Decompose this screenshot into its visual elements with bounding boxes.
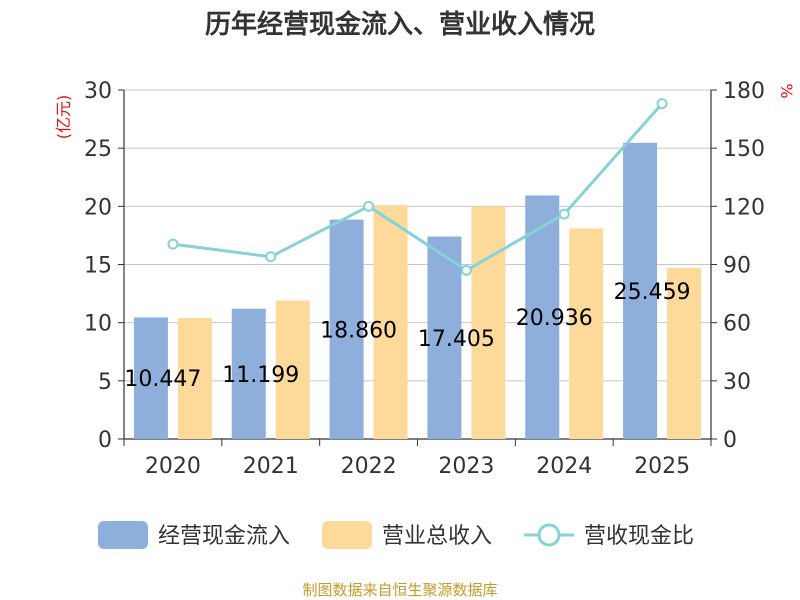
- left-axis-unit: (亿元): [54, 95, 73, 140]
- x-tick-label: 2024: [536, 454, 592, 479]
- ratio-point: [167, 238, 179, 250]
- bar-data-label: 11.199: [222, 363, 299, 388]
- bar: [275, 300, 310, 439]
- bar: [667, 267, 702, 439]
- legend-swatch: [322, 521, 372, 549]
- ratio-line-path: [172, 102, 664, 273]
- bar: [329, 219, 364, 439]
- x-tick-label: 2020: [145, 454, 201, 479]
- left-tick-label: 30: [84, 79, 112, 104]
- data-labels: 10.447 11.199 18.860 17.405 20.936 25.459: [124, 280, 690, 392]
- legend-label: 经营现金流入: [158, 524, 290, 549]
- ratio-point: [656, 98, 668, 110]
- legend-swatch: [98, 521, 148, 549]
- x-tick-label: 2025: [634, 454, 690, 479]
- right-tick-label: 30: [723, 370, 751, 395]
- x-tick-label: 2021: [243, 454, 299, 479]
- bar: [177, 318, 212, 439]
- right-tick-label: 60: [723, 312, 751, 337]
- legend-marker: [537, 523, 561, 547]
- right-tick-label: 0: [723, 428, 737, 453]
- bar: [133, 317, 168, 439]
- x-tick-label: 2023: [438, 454, 494, 479]
- bar: [373, 205, 408, 439]
- bar-data-label: 25.459: [614, 280, 691, 305]
- legend-label: 营业总收入: [382, 524, 492, 549]
- bar-data-label: 17.405: [418, 327, 495, 352]
- ratio-point: [558, 208, 570, 220]
- bar: [231, 308, 266, 439]
- bar: [471, 206, 506, 439]
- bar-data-label: 10.447: [124, 367, 201, 392]
- left-tick-label: 0: [98, 428, 112, 453]
- bar-data-label: 20.936: [516, 306, 593, 331]
- ratio-point: [460, 264, 472, 276]
- left-tick-label: 10: [84, 312, 112, 337]
- bars: [133, 142, 702, 439]
- gridlines: [124, 89, 711, 382]
- left-tick-label: 15: [84, 254, 112, 279]
- right-tick-label: 150: [723, 137, 765, 162]
- left-tick-label: 20: [84, 195, 112, 220]
- right-tick-label: 180: [723, 79, 765, 104]
- bar-data-label: 18.860: [320, 318, 397, 343]
- bar: [525, 195, 560, 439]
- bar: [623, 142, 658, 439]
- ratio-point: [265, 251, 277, 263]
- legend-label: 营收现金比: [584, 524, 694, 549]
- right-axis-unit: %: [777, 83, 796, 98]
- bar: [569, 228, 604, 439]
- source-note: 制图数据来自恒生聚源数据库: [302, 581, 497, 599]
- chart-title: 历年经营现金流入、营业收入情况: [205, 9, 595, 40]
- legend: 经营现金流入 营业总收入 营收现金比: [98, 521, 694, 549]
- bar: [427, 236, 462, 439]
- left-tick-label: 5: [98, 370, 112, 395]
- ratio-point: [363, 200, 375, 212]
- left-tick-label: 25: [84, 137, 112, 162]
- x-tick-label: 2022: [341, 454, 397, 479]
- right-tick-label: 120: [723, 195, 765, 220]
- right-tick-label: 90: [723, 254, 751, 279]
- ratio-line: [167, 98, 668, 276]
